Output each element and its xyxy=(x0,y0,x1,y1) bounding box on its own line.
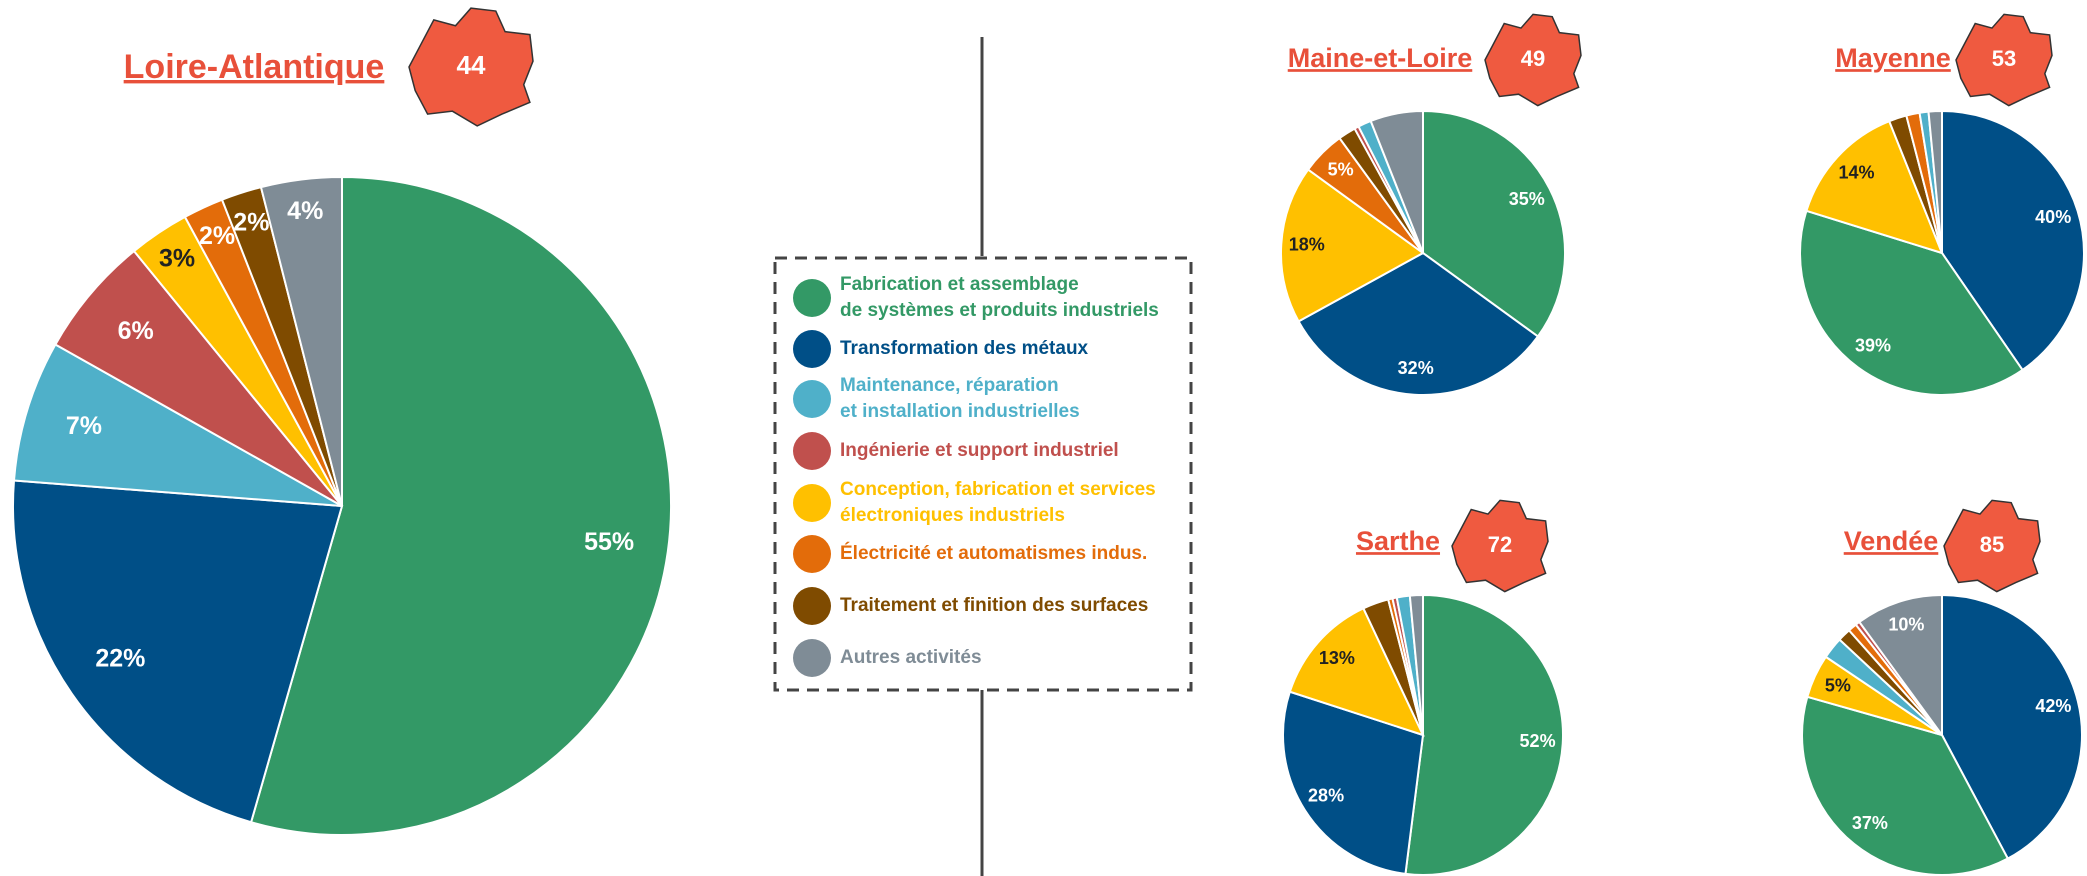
pie-slice xyxy=(1805,119,1944,255)
legend-swatch xyxy=(793,330,831,368)
pie-slice xyxy=(1927,109,1943,254)
legend-swatch xyxy=(793,432,831,470)
legend-swatch xyxy=(793,639,831,677)
legend-swatch xyxy=(793,535,831,573)
pie-slice xyxy=(1282,690,1425,876)
legend-swatch xyxy=(793,587,831,625)
data-label: 14% xyxy=(1838,163,1874,183)
data-label: 35% xyxy=(1509,189,1545,209)
pie-slice xyxy=(1369,109,1424,254)
legend-label: Traitement et finition des surfaces xyxy=(840,595,1148,616)
pie-slice xyxy=(1408,593,1424,736)
legend-label: Ingénierie et support industriel xyxy=(840,440,1119,461)
data-label: 2% xyxy=(233,209,269,237)
legend-label: électroniques industriels xyxy=(840,505,1065,526)
pie-slice xyxy=(1404,593,1564,876)
data-label: 40% xyxy=(2035,207,2071,227)
chart-title: Mayenne xyxy=(1835,43,1951,73)
pie-slice xyxy=(1941,109,2085,372)
department-map xyxy=(408,7,534,127)
pie-slice xyxy=(1941,593,2083,860)
pie-slice xyxy=(12,343,343,507)
legend-label: Fabrication et assemblage xyxy=(840,274,1079,295)
data-label: 10% xyxy=(1888,615,1924,635)
pie-slice xyxy=(54,249,343,507)
data-label: 5% xyxy=(1825,675,1851,695)
legend-box xyxy=(773,256,1193,692)
chart-title: Vendée xyxy=(1844,526,1939,556)
data-label: 52% xyxy=(1520,731,1556,751)
data-label: 13% xyxy=(1319,648,1355,668)
department-map xyxy=(1484,13,1582,107)
chart-title: Loire-Atlantique xyxy=(124,48,385,86)
data-label: 55% xyxy=(584,528,634,556)
data-label: 7% xyxy=(66,412,102,440)
legend-label: et installation industrielles xyxy=(840,401,1080,422)
chart-title: Sarthe xyxy=(1356,526,1440,556)
legend-label: de systèmes et produits industriels xyxy=(840,300,1159,321)
data-label: 28% xyxy=(1308,785,1344,805)
pie-slice xyxy=(1857,593,1943,739)
legend-label: Autres activités xyxy=(840,647,982,668)
data-label: 37% xyxy=(1852,813,1888,833)
pie-slice xyxy=(1801,695,2010,876)
data-label: 3% xyxy=(159,245,195,273)
pie-slice xyxy=(1280,168,1425,323)
pie-slice xyxy=(259,175,343,507)
pie-slice xyxy=(1297,251,1540,396)
data-label: 18% xyxy=(1289,234,1325,254)
data-label: 5% xyxy=(1328,159,1354,179)
data-label: 6% xyxy=(118,317,154,345)
pie-slice xyxy=(1288,606,1425,737)
data-label: 32% xyxy=(1398,358,1434,378)
legend-swatch xyxy=(793,380,831,418)
department-map xyxy=(1955,13,2053,107)
department-map xyxy=(1451,499,1549,593)
department-number: 72 xyxy=(1488,532,1512,557)
data-label: 22% xyxy=(95,644,145,672)
legend-swatch xyxy=(793,279,831,317)
pie-slice xyxy=(1799,209,2024,396)
data-label: 42% xyxy=(2035,696,2071,716)
legend-label: Conception, fabrication et services xyxy=(840,479,1156,500)
data-label: 2% xyxy=(199,222,235,250)
department-number: 49 xyxy=(1521,46,1545,71)
department-number: 44 xyxy=(457,50,486,80)
pie-slice xyxy=(1422,109,1566,338)
legend-label: Transformation des métaux xyxy=(840,338,1089,359)
pie-slice xyxy=(12,479,344,824)
legend-label: Maintenance, réparation xyxy=(840,375,1059,396)
department-map xyxy=(1943,499,2041,593)
data-label: 4% xyxy=(287,197,323,225)
data-label: 39% xyxy=(1855,336,1891,356)
chart-title: Maine-et-Loire xyxy=(1288,43,1473,73)
department-number: 53 xyxy=(1992,46,2016,71)
department-number: 85 xyxy=(1980,532,2004,557)
legend-label: Électricité et automatismes indus. xyxy=(840,542,1147,564)
pie-slice xyxy=(249,175,672,836)
legend-swatch xyxy=(793,484,831,522)
